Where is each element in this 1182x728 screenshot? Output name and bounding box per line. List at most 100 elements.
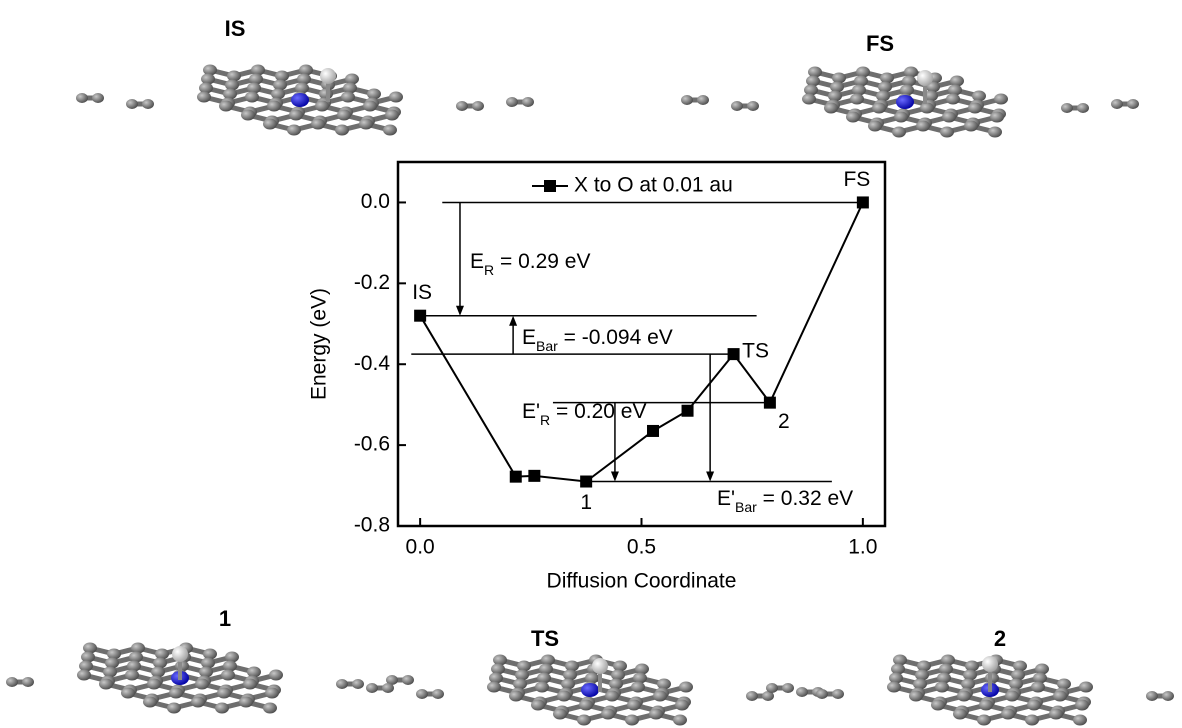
point-label: FS — [843, 168, 870, 191]
atom — [679, 682, 693, 693]
atom — [92, 93, 104, 103]
atom — [1061, 103, 1073, 113]
x-axis-label: Diffusion Coordinate — [547, 570, 737, 593]
atom — [627, 700, 641, 711]
y-tick-label: -0.2 — [354, 271, 390, 294]
annotation-rest: = 0.29 eV — [494, 250, 590, 273]
annotation-sub: Bar — [735, 499, 757, 515]
atom — [1079, 682, 1093, 693]
atom — [143, 697, 157, 708]
annotation: ER = 0.29 eV — [470, 250, 590, 278]
atom — [6, 677, 18, 687]
atom — [577, 715, 591, 726]
structure-label: TS — [531, 626, 559, 651]
annotation-sub: R — [540, 412, 550, 428]
atom — [977, 715, 991, 726]
atom — [979, 700, 993, 711]
atom — [892, 127, 906, 138]
hydrogen-atom — [592, 658, 608, 674]
atom — [265, 688, 279, 699]
atom — [942, 112, 956, 123]
annotation-rest: = 0.32 eV — [757, 487, 853, 510]
y-tick-label: -0.8 — [354, 514, 390, 537]
atom — [766, 683, 778, 693]
y-axis-label: Energy (eV) — [308, 288, 331, 400]
data-point — [728, 348, 740, 360]
atom — [1049, 709, 1063, 720]
atom — [935, 682, 949, 693]
atom — [946, 94, 960, 105]
annotation-main: E — [470, 250, 484, 273]
atom — [605, 691, 619, 702]
annotation: E'Bar = 0.32 eV — [717, 487, 853, 515]
x-tick-label: 1.0 — [848, 536, 877, 559]
atom — [868, 121, 882, 132]
atom — [363, 101, 377, 112]
atom — [487, 682, 501, 693]
atom — [416, 689, 428, 699]
atom — [359, 119, 373, 130]
atom — [217, 688, 231, 699]
atom — [1053, 691, 1067, 702]
atom — [169, 688, 183, 699]
point-label: TS — [742, 340, 769, 363]
annotation: E'R = 0.20 eV — [522, 400, 646, 428]
arrow-head — [611, 472, 619, 482]
y-tick-label: -0.6 — [354, 433, 390, 456]
atom — [522, 97, 534, 107]
atom — [872, 103, 886, 114]
y-tick-label: -0.4 — [354, 352, 391, 375]
atom — [782, 683, 794, 693]
atom — [239, 697, 253, 708]
atom — [940, 127, 954, 138]
structure-label: IS — [225, 16, 246, 41]
atom — [1027, 700, 1041, 711]
molecule — [766, 655, 1182, 726]
annotation-rest: = -0.094 eV — [558, 326, 673, 349]
data-point — [682, 405, 694, 417]
arrow-head — [706, 472, 714, 482]
structure-label: 2 — [994, 626, 1006, 651]
atom — [215, 703, 229, 714]
atom — [243, 679, 257, 690]
data-point — [647, 425, 659, 437]
atom — [383, 125, 397, 136]
atom — [1005, 691, 1019, 702]
x-tick-label: 0.5 — [627, 536, 656, 559]
atom — [366, 683, 378, 693]
atom — [263, 119, 277, 130]
point-label: 2 — [778, 410, 790, 433]
atom — [382, 683, 394, 693]
atom — [385, 110, 399, 121]
atom — [731, 101, 743, 111]
atom — [916, 121, 930, 132]
atom — [126, 99, 138, 109]
atom — [920, 103, 934, 114]
atom — [675, 700, 689, 711]
atom — [746, 691, 758, 701]
atom — [557, 691, 571, 702]
atom — [964, 121, 978, 132]
molecule — [681, 67, 1139, 138]
nitrogen-atom — [581, 683, 599, 697]
atom — [673, 715, 687, 726]
annotation-main: E' — [522, 400, 540, 423]
annotation: EBar = -0.094 eV — [522, 326, 673, 354]
atom — [601, 709, 615, 720]
annotation-main: E — [522, 326, 536, 349]
hydrogen-atom — [982, 656, 998, 672]
annotation-sub: Bar — [536, 338, 558, 354]
atom — [1077, 103, 1089, 113]
atom — [269, 670, 283, 681]
atom — [887, 682, 901, 693]
point-label: 1 — [580, 491, 592, 514]
atom — [456, 101, 468, 111]
atom — [553, 709, 567, 720]
data-point — [580, 476, 592, 488]
arrow-head — [456, 306, 464, 316]
atom — [1031, 682, 1045, 693]
atom — [579, 700, 593, 711]
atom — [315, 101, 329, 112]
atom — [653, 691, 667, 702]
atom — [796, 687, 808, 697]
